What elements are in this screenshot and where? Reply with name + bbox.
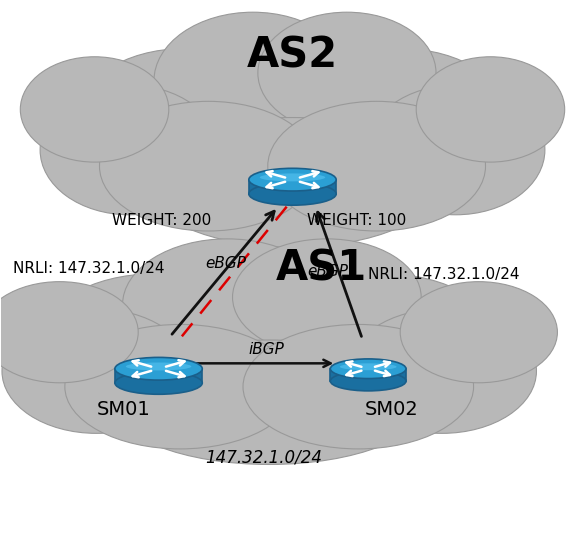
Text: 147.32.1.0/24: 147.32.1.0/24 — [205, 449, 322, 467]
Ellipse shape — [331, 371, 406, 391]
Text: WEIGHT: 200: WEIGHT: 200 — [112, 213, 211, 228]
Text: SM02: SM02 — [364, 400, 418, 419]
Text: NRLI: 147.32.1.0/24: NRLI: 147.32.1.0/24 — [13, 261, 164, 276]
Ellipse shape — [115, 357, 202, 380]
Ellipse shape — [249, 182, 336, 205]
Text: iBGP: iBGP — [249, 342, 284, 357]
Ellipse shape — [260, 173, 325, 181]
Ellipse shape — [249, 168, 336, 191]
Text: eBGP: eBGP — [307, 264, 348, 279]
Text: SM01: SM01 — [97, 400, 150, 419]
Polygon shape — [331, 369, 406, 381]
Text: NRLI: 147.32.1.0/24: NRLI: 147.32.1.0/24 — [368, 267, 519, 282]
Ellipse shape — [340, 363, 397, 370]
Text: AS1: AS1 — [276, 248, 367, 290]
Ellipse shape — [126, 363, 191, 370]
Ellipse shape — [115, 371, 202, 394]
Text: WEIGHT: 100: WEIGHT: 100 — [307, 213, 406, 228]
Ellipse shape — [331, 359, 406, 378]
Text: AS2: AS2 — [247, 34, 338, 77]
Text: eBGP: eBGP — [205, 256, 246, 271]
Polygon shape — [249, 180, 336, 194]
Polygon shape — [115, 369, 202, 383]
